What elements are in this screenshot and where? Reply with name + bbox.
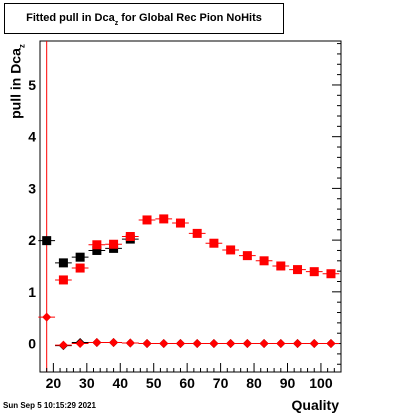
data-point-diamond bbox=[142, 339, 152, 349]
data-point-diamond bbox=[75, 339, 85, 349]
data-point-diamond bbox=[92, 338, 102, 348]
data-point-diamond bbox=[276, 339, 286, 349]
data-point-diamond bbox=[192, 339, 202, 349]
data-point-square bbox=[109, 239, 119, 249]
data-point-square bbox=[142, 215, 152, 225]
data-point-square bbox=[326, 269, 336, 279]
x-axis-label: Quality bbox=[291, 397, 339, 413]
chart-title-rest: for Global Rec Pion NoHits bbox=[118, 12, 262, 24]
data-point-square bbox=[42, 236, 52, 246]
data-point-square bbox=[242, 251, 252, 261]
data-point-diamond bbox=[226, 339, 236, 349]
timestamp: Sun Sep 5 10:15:29 2021 bbox=[3, 401, 96, 410]
data-point-square bbox=[159, 214, 169, 224]
data-point-diamond bbox=[326, 339, 336, 349]
x-tick-label: 80 bbox=[246, 375, 262, 391]
data-point-square bbox=[175, 218, 185, 228]
data-point-square bbox=[92, 240, 102, 250]
data-point-diamond bbox=[242, 339, 252, 349]
x-tick-label: 90 bbox=[280, 375, 296, 391]
data-point-diamond bbox=[293, 339, 303, 349]
x-tick-label: 70 bbox=[213, 375, 229, 391]
y-tick-label: 0 bbox=[28, 336, 36, 352]
series-1 bbox=[38, 234, 139, 268]
data-point-diamond bbox=[309, 339, 319, 349]
plot-border bbox=[39, 40, 342, 373]
data-point-diamond bbox=[42, 312, 52, 322]
data-point-diamond bbox=[159, 339, 169, 349]
data-point-square bbox=[58, 258, 68, 268]
y-tick-label: 5 bbox=[28, 77, 36, 93]
series-2 bbox=[55, 214, 340, 285]
x-tick-label: 60 bbox=[179, 375, 195, 391]
x-tick-label: 20 bbox=[46, 375, 62, 391]
series-4 bbox=[38, 312, 340, 350]
data-point-square bbox=[58, 275, 68, 285]
data-point-square bbox=[192, 228, 202, 238]
data-point-square bbox=[226, 245, 236, 255]
axis-ticks: 20 30 40 50 60 70 80 90 100 0 1 2 3 4 5 bbox=[28, 43, 342, 391]
data-point-diamond bbox=[109, 338, 119, 348]
data-point-square bbox=[92, 245, 102, 255]
data-point-diamond bbox=[58, 340, 68, 350]
data-point-diamond bbox=[209, 339, 219, 349]
chart-title-subscript: z bbox=[114, 20, 119, 27]
chart-title-main: Fitted pull in Dca bbox=[26, 12, 115, 24]
x-tick-label: 30 bbox=[79, 375, 95, 391]
data-series bbox=[38, 214, 340, 351]
data-point-diamond bbox=[125, 338, 135, 348]
data-point-square bbox=[209, 238, 219, 248]
data-point-square bbox=[276, 261, 286, 271]
y-tick-label: 2 bbox=[28, 232, 36, 248]
data-point-square bbox=[125, 231, 135, 241]
x-tick-label: 50 bbox=[146, 375, 162, 391]
x-tick-label: 100 bbox=[309, 375, 333, 391]
chart-title-box: Fitted pull in Dcaz for Global Rec Pion … bbox=[4, 3, 284, 34]
chart-title: Fitted pull in Dcaz for Global Rec Pion … bbox=[5, 12, 283, 27]
y-tick-label: 1 bbox=[28, 284, 36, 300]
data-point-square bbox=[259, 256, 269, 266]
data-point-square bbox=[309, 267, 319, 277]
data-point-square bbox=[75, 263, 85, 273]
x-tick-label: 40 bbox=[112, 375, 128, 391]
y-tick-label: 4 bbox=[28, 129, 36, 145]
y-tick-label: 3 bbox=[28, 180, 36, 196]
data-point-diamond bbox=[175, 339, 185, 349]
data-point-square bbox=[293, 265, 303, 275]
data-point-square bbox=[75, 252, 85, 262]
plot-frame bbox=[39, 40, 342, 373]
data-point-diamond bbox=[259, 339, 269, 349]
